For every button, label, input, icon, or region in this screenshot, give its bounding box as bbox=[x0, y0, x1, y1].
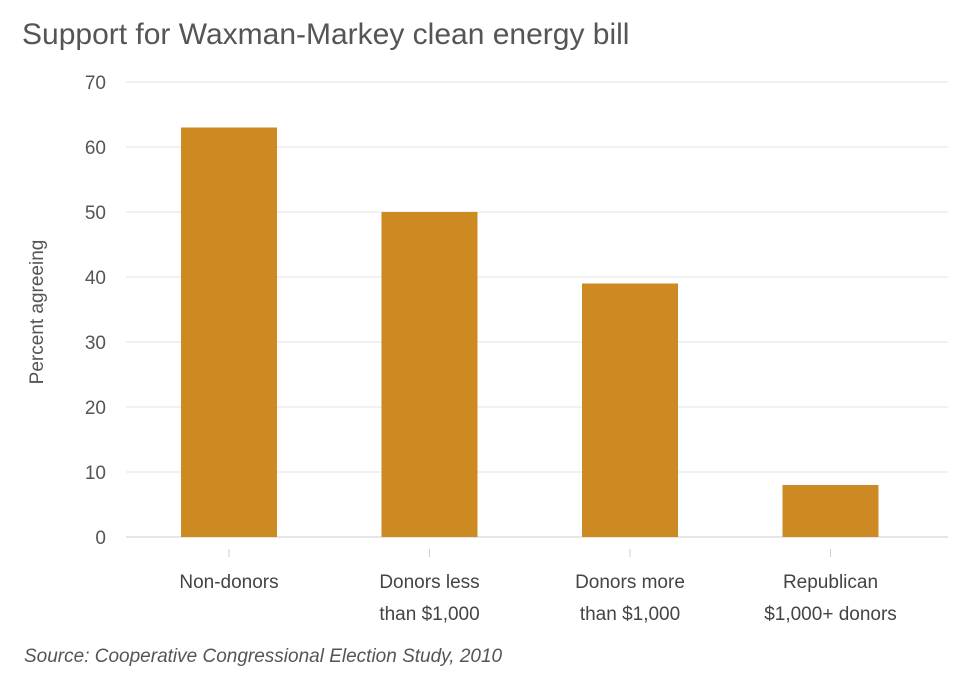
bar bbox=[782, 485, 879, 537]
y-tick-label: 20 bbox=[85, 398, 106, 419]
category-label: Donors less than $1,000 bbox=[379, 572, 479, 625]
y-tick-label: 70 bbox=[85, 73, 106, 94]
bars bbox=[181, 127, 879, 537]
y-tick-label: 50 bbox=[85, 203, 106, 224]
bar bbox=[381, 212, 478, 537]
bar bbox=[582, 283, 678, 537]
category-label: Republican $1,000+ donors bbox=[764, 572, 897, 625]
y-axis-ticks: 0 10 20 30 40 50 60 70 bbox=[85, 73, 106, 549]
source-note: Source: Cooperative Congressional Electi… bbox=[24, 646, 503, 667]
x-axis-ticks bbox=[228, 549, 831, 557]
y-tick-label: 30 bbox=[85, 333, 106, 354]
category-label: Non-donors bbox=[179, 572, 278, 593]
category-label: Donors more than $1,000 bbox=[575, 572, 685, 625]
y-axis-label: Percent agreeing bbox=[27, 240, 48, 385]
y-tick-label: 0 bbox=[95, 528, 106, 549]
y-tick-label: 60 bbox=[85, 138, 106, 159]
y-tick-label: 40 bbox=[85, 268, 106, 289]
y-tick-label: 10 bbox=[85, 463, 106, 484]
bar bbox=[181, 127, 277, 537]
chart-title: Support for Waxman-Markey clean energy b… bbox=[22, 18, 630, 51]
category-labels: Non-donors Donors less than $1,000 Donors m… bbox=[179, 572, 896, 625]
